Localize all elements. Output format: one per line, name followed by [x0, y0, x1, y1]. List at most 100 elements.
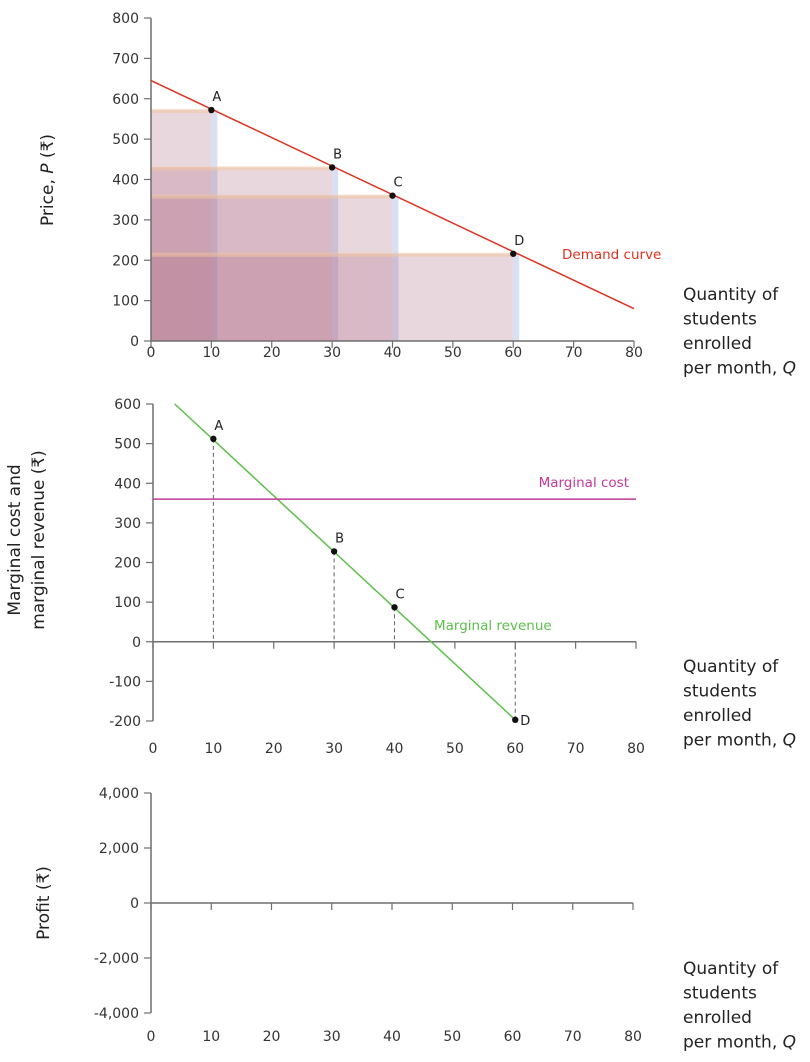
x-axis-label-line: Quantity of — [683, 285, 779, 305]
x-axis-label-line: enrolled — [683, 706, 752, 726]
revenue-side-band — [513, 253, 520, 341]
x-axis-label-line: students — [683, 682, 757, 702]
x-axis-label-line: per month, Q — [683, 731, 796, 751]
x-axis-label-line: Quantity of — [683, 959, 779, 979]
series-label: Demand curve — [562, 247, 661, 263]
y-tick-label: 600 — [114, 397, 141, 413]
revenue-rectangle-C — [151, 194, 399, 341]
y-tick-label: 4,000 — [99, 786, 139, 802]
y-axis-label: Price, P (₹) — [38, 134, 58, 226]
revenue-top-band — [151, 252, 514, 257]
point-label: A — [214, 419, 223, 434]
point-B — [328, 164, 336, 171]
x-tick-label: 80 — [625, 345, 643, 361]
x-axis-label-line: Quantity of — [683, 657, 779, 677]
x-tick-label: 70 — [565, 345, 583, 361]
y-tick-label: -2,000 — [94, 951, 139, 967]
x-tick-label: 70 — [564, 1029, 582, 1045]
revenue-top-band — [151, 194, 393, 199]
x-tick-label: 0 — [147, 1029, 156, 1045]
y-tick-label: -4,000 — [94, 1006, 139, 1022]
x-tick-label: 30 — [325, 741, 343, 757]
point-C — [391, 604, 398, 611]
y-tick-label: 500 — [114, 437, 141, 453]
y-tick-label: 100 — [114, 595, 141, 611]
x-tick-label: 10 — [204, 741, 222, 757]
point-label: C — [396, 587, 405, 602]
x-tick-label: 40 — [383, 1029, 401, 1045]
x-axis-label-text: per month, — [683, 359, 783, 379]
chart-2: -200 -100 0 100 200 300 400 500 600 0 10 20 30 40 50 60… — [5, 397, 796, 757]
x-axis-label-line: students — [683, 310, 757, 330]
x-axis-label-line: per month, Q — [683, 1033, 796, 1053]
point-A — [208, 106, 215, 114]
point-label: B — [333, 147, 342, 162]
revenue-rectangle-A — [151, 109, 218, 342]
revenue-area — [151, 195, 393, 341]
x-axis-label-variable: Q — [783, 731, 796, 751]
point-label: D — [520, 714, 530, 729]
y-axis-label: Profit (₹) — [34, 866, 54, 940]
revenue-rectangle-D — [151, 252, 520, 341]
y-tick-label: 300 — [114, 516, 141, 532]
x-tick-label: 30 — [323, 345, 341, 361]
point-label: C — [394, 176, 403, 191]
x-tick-label: 0 — [147, 345, 156, 361]
y-tick-label: -200 — [109, 714, 141, 730]
x-axis-label-variable: Q — [783, 1033, 796, 1053]
x-tick-label: 20 — [265, 741, 283, 757]
y-tick-label: 2,000 — [99, 841, 139, 857]
x-tick-label: 80 — [627, 741, 645, 757]
point-label: B — [335, 531, 344, 546]
x-tick-label: 60 — [504, 1029, 522, 1045]
y-tick-label: 400 — [114, 476, 141, 492]
revenue-top-band — [151, 166, 333, 171]
y-tick-label: 200 — [112, 253, 139, 269]
x-tick-label: 0 — [149, 741, 158, 757]
x-tick-label: 80 — [624, 1029, 642, 1045]
x-axis-label-line: students — [683, 984, 757, 1004]
revenue-side-band — [392, 195, 399, 341]
y-tick-label: 300 — [112, 213, 139, 229]
y-tick-label: 500 — [112, 132, 139, 148]
x-axis-label-text: per month, — [683, 1033, 783, 1053]
y-tick-label: -100 — [109, 674, 141, 690]
x-tick-label: 60 — [506, 741, 524, 757]
y-tick-label: 600 — [112, 92, 139, 108]
chart-3: -4,000 -2,000 0 2,000 4,000 0 10 20 30 40 50 60 70 80… — [34, 786, 796, 1053]
x-tick-label: 10 — [202, 1029, 220, 1045]
point-D — [510, 250, 517, 257]
y-axis-label-part: P — [38, 163, 58, 174]
series-label: Marginal revenue — [434, 618, 552, 634]
point-B — [330, 548, 338, 555]
y-tick-label: 700 — [112, 51, 139, 67]
x-axis-label-line: enrolled — [683, 334, 752, 354]
x-tick-label: 20 — [263, 345, 281, 361]
point-D — [512, 716, 519, 724]
x-tick-label: 50 — [443, 1029, 461, 1045]
y-axis-label-part: Price, — [38, 174, 58, 226]
y-tick-label: 0 — [132, 635, 141, 651]
y-tick-label: 400 — [112, 173, 139, 189]
x-tick-label: 20 — [263, 1029, 281, 1045]
y-tick-label: 0 — [130, 334, 139, 350]
x-axis-label-text: per month, — [683, 731, 783, 751]
revenue-area — [151, 253, 514, 341]
x-axis-label-line: enrolled — [683, 1008, 752, 1028]
x-axis-label-variable: Q — [783, 359, 796, 379]
x-tick-label: 50 — [444, 345, 462, 361]
y-axis-label-line: Marginal cost and — [5, 464, 25, 615]
y-tick-label: 0 — [130, 896, 139, 912]
x-tick-label: 70 — [567, 741, 585, 757]
point-C — [389, 192, 396, 199]
y-tick-label: 800 — [112, 11, 139, 27]
x-tick-label: 60 — [504, 345, 522, 361]
chart-1: 0 100 200 300 400 500 600 700 800 0 10 20 30 40 50 60 70… — [38, 11, 796, 379]
x-tick-label: 50 — [446, 741, 464, 757]
x-tick-label: 10 — [202, 345, 220, 361]
point-label: A — [212, 90, 221, 105]
point-A — [210, 435, 217, 443]
series-line-marginal-revenue — [174, 403, 516, 721]
y-tick-label: 100 — [112, 294, 139, 310]
